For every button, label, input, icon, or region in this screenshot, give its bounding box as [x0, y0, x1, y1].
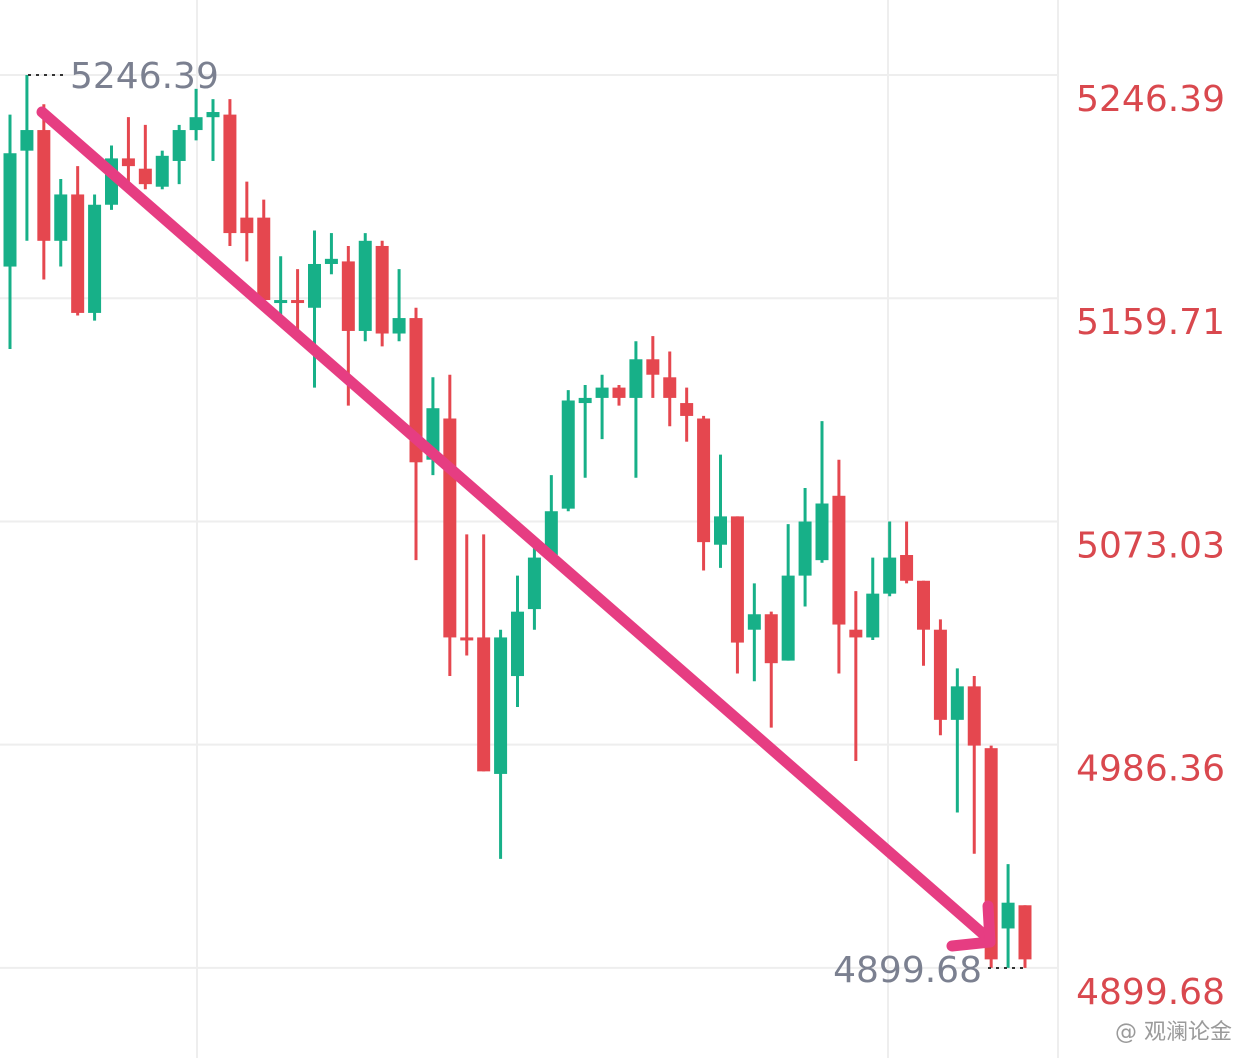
candle-body [88, 204, 102, 313]
candle-body [477, 637, 491, 772]
candle-body [409, 318, 423, 463]
candle-body [544, 511, 558, 556]
y-tick-label: 5073.03 [1076, 525, 1225, 566]
candle-body [240, 217, 254, 234]
y-tick-label: 5246.39 [1076, 79, 1225, 120]
candle-body [730, 516, 744, 643]
candle-body [155, 155, 169, 187]
candle-body [764, 614, 778, 664]
candle-body [494, 637, 508, 774]
candle-body [646, 359, 660, 375]
candle-body [223, 114, 237, 234]
candle-body [274, 300, 288, 304]
candle-body [815, 503, 829, 561]
candle-body [37, 130, 51, 241]
grid: 5246.39 5159.71 5073.03 4986.36 4899.68 [0, 73, 1225, 1013]
candle-body [798, 521, 812, 576]
y-tick-label: 4986.36 [1076, 749, 1225, 790]
candle-body [71, 194, 85, 313]
candle-body [697, 418, 711, 543]
candle-body [511, 611, 524, 677]
candle-body [121, 158, 135, 167]
y-tick-label: 4899.68 [1076, 972, 1225, 1013]
trend-arrow [36, 106, 996, 952]
candle-body [714, 516, 727, 545]
candle-body [392, 318, 406, 334]
candle-body [561, 400, 575, 509]
candle-body [460, 637, 474, 641]
candle-body [612, 387, 626, 398]
candle-body [54, 194, 68, 241]
candle-body [527, 557, 541, 610]
candle-body [578, 397, 592, 404]
candle-body [443, 418, 457, 638]
watermark: @ 观澜论金 [1115, 1020, 1232, 1045]
candle-body [849, 629, 863, 638]
candle-body [341, 261, 355, 331]
candle-body [680, 403, 694, 416]
y-tick-label: 5159.71 [1076, 302, 1225, 343]
candle-body [781, 575, 795, 661]
candle-body [883, 557, 897, 594]
candle-body [1018, 905, 1032, 960]
candle-body [189, 117, 203, 131]
candle-body [206, 112, 220, 118]
candle-body [3, 153, 17, 267]
candle-body [375, 245, 389, 334]
candle-body [1001, 902, 1015, 929]
max-label: 5246.39 [70, 56, 219, 97]
candle-body [663, 377, 677, 398]
candles [3, 74, 1032, 968]
candle-body [747, 614, 761, 630]
candle-body [629, 359, 643, 398]
candle-body [257, 217, 271, 301]
candle-body [933, 629, 947, 720]
candle-body [324, 258, 338, 264]
candle-body [308, 263, 321, 308]
min-label: 4899.68 [833, 950, 982, 991]
candle-body [900, 555, 914, 581]
candle-body [358, 240, 372, 331]
candle-body [950, 686, 964, 720]
candle-body [172, 130, 186, 161]
candle-body [866, 593, 880, 638]
candle-body [291, 300, 305, 304]
candle-body [917, 580, 930, 630]
candle-body [967, 686, 981, 746]
candle-body [138, 168, 152, 185]
candle-body [20, 130, 34, 151]
candle-body [595, 387, 609, 398]
candle-body [832, 495, 846, 625]
